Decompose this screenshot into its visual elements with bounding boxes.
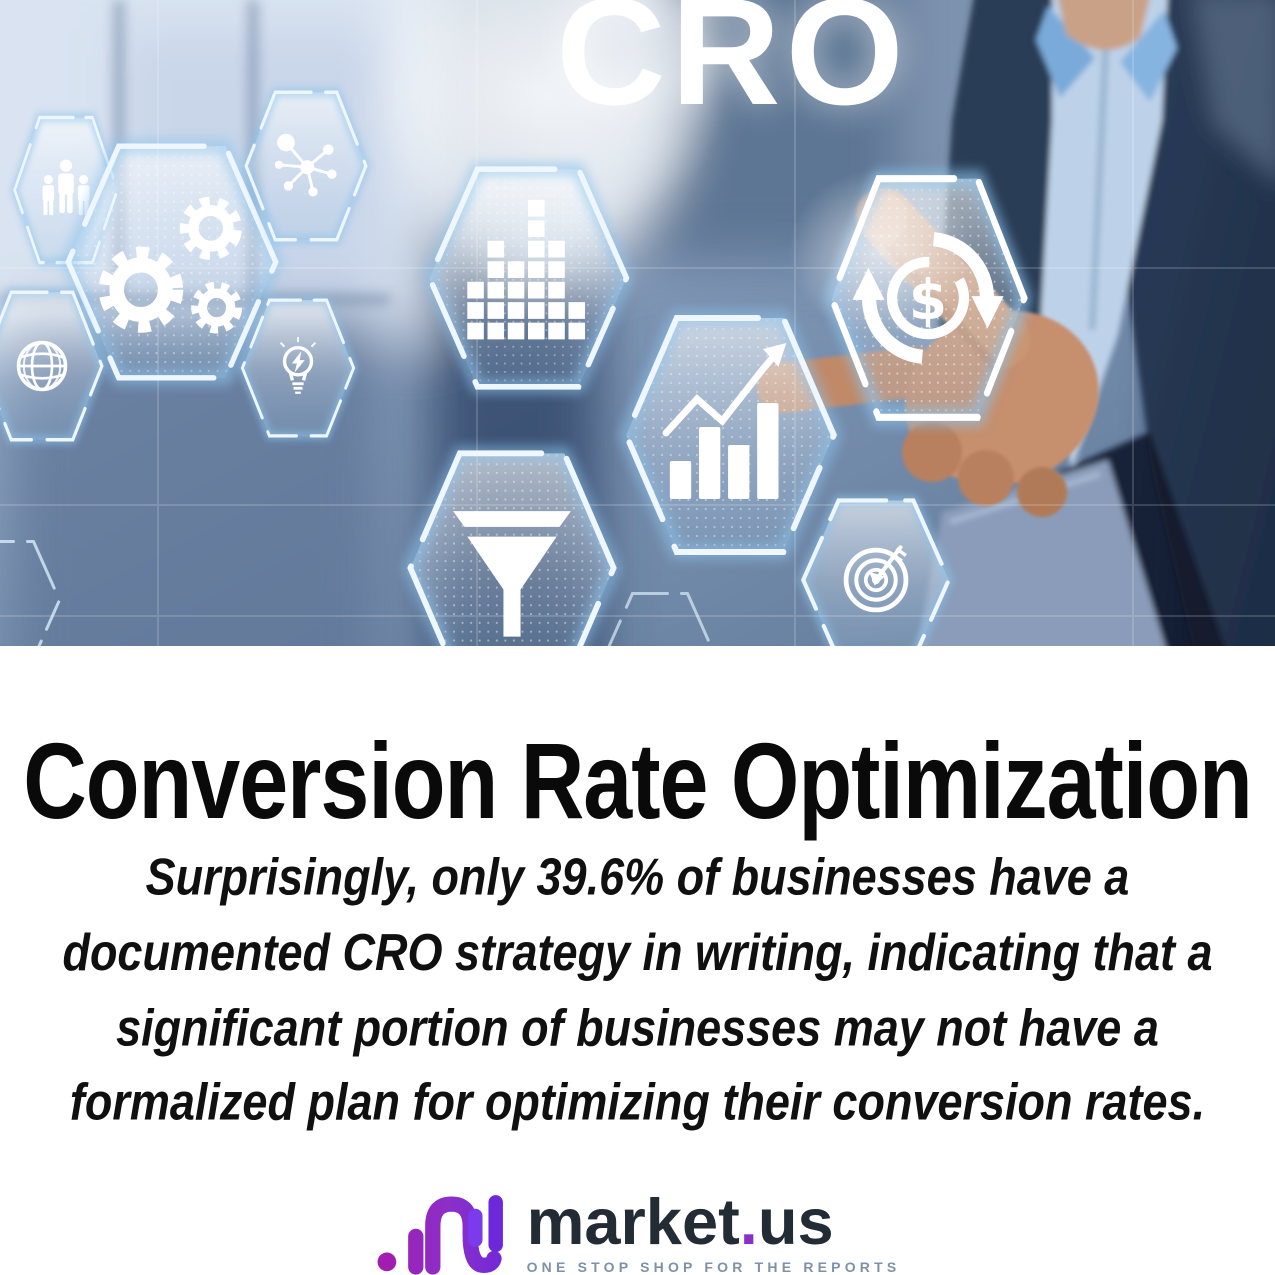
- statistic-line: significant portion of businesses may no…: [116, 997, 1159, 1057]
- hexagon-gears: [68, 146, 276, 378]
- globe-icon: [16, 340, 68, 392]
- brand-name-right: us: [757, 1184, 834, 1258]
- brand-name-left: market: [526, 1184, 740, 1258]
- funnel-icon: [453, 511, 571, 637]
- knuckle: [958, 450, 1014, 506]
- brand-text: market.us ONE STOP SHOP FOR THE REPORTS: [526, 1189, 901, 1275]
- hexagon-funnel: [410, 453, 613, 646]
- businessman-photo: [757, 0, 1275, 646]
- collar-left: [1036, 6, 1095, 98]
- gears-icon: [98, 196, 243, 334]
- statistic-line: documented CRO strategy in writing, indi…: [62, 922, 1213, 982]
- shirt-cuff: [917, 460, 1166, 646]
- brand-name: market.us: [527, 1189, 834, 1254]
- page-title: Conversion Rate Optimization: [23, 720, 1253, 841]
- knuckle: [902, 422, 962, 482]
- growth-chart-icon: [662, 343, 787, 499]
- statistic-line: Surprisingly, only 39.6% of businesses h…: [145, 846, 1130, 907]
- hexagon-growth-chart: [626, 318, 834, 552]
- hexagon-lightbulb: [242, 300, 353, 436]
- hero-scene: $: [0, 0, 1275, 646]
- hero-photo: $ CRO: [0, 0, 1275, 646]
- hexagon-globe: [0, 292, 102, 439]
- bar-graph-icon: [467, 199, 586, 340]
- family-icon: [42, 159, 90, 216]
- marketus-logo-icon: [377, 1195, 503, 1275]
- statistic-line: formalized plan for optimizing their con…: [69, 1072, 1206, 1132]
- hexagon-bar-graph: [430, 169, 627, 387]
- network-icon: [274, 133, 337, 197]
- brand-footer: market.us ONE STOP SHOP FOR THE REPORTS: [0, 1186, 1275, 1275]
- brand-tagline: ONE STOP SHOP FOR THE REPORTS: [526, 1259, 901, 1275]
- touch-glow: [788, 168, 972, 336]
- cro-title: CRO: [556, 0, 909, 137]
- hexagon-target: [803, 500, 949, 646]
- hexagon-family: [15, 117, 118, 262]
- statistic-paragraph: Surprisingly, only 39.6% of businesses h…: [0, 840, 1275, 1141]
- grid-overlay: [0, 0, 1275, 646]
- target-icon: [843, 545, 909, 613]
- lightbulb-icon: [279, 337, 317, 394]
- hexagon-network: [246, 92, 366, 239]
- neck: [1058, 0, 1150, 50]
- collar-right: [1120, 10, 1177, 102]
- knuckle: [1017, 467, 1067, 517]
- brand-dot: .: [739, 1184, 758, 1258]
